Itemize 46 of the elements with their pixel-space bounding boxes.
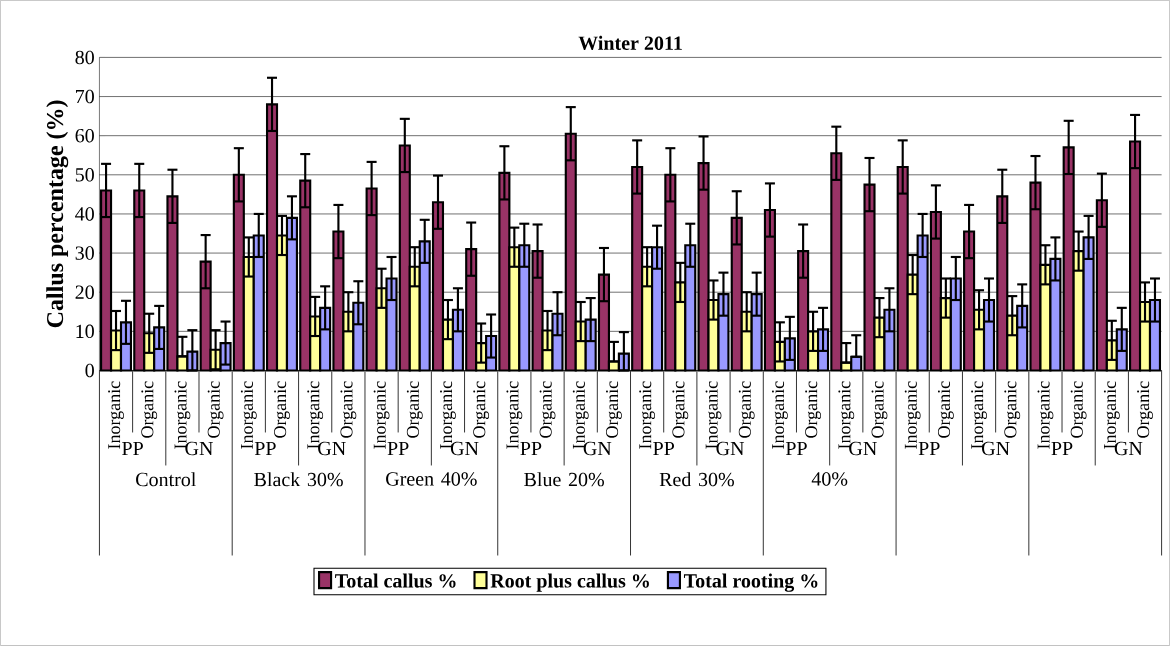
x-tick-label: Organic xyxy=(738,381,755,438)
x-tick-label: Organic xyxy=(871,381,888,438)
y-tick-label: 0 xyxy=(85,363,94,378)
text: Red 30% xyxy=(659,472,734,487)
text: Control xyxy=(136,472,196,487)
x-tick-label: Inorganic xyxy=(639,381,656,449)
x-tick-label: Organic xyxy=(805,381,821,438)
text: PP xyxy=(122,441,143,456)
text: Blue 20% xyxy=(524,472,604,487)
y-tick-label: 60 xyxy=(75,128,94,143)
text: PP xyxy=(254,441,276,456)
legend-label: Root plus callus % xyxy=(490,573,649,592)
x-tick-label: Organic xyxy=(340,381,357,438)
y-axis-title: Callus percentage (%) xyxy=(46,100,69,328)
y-tick-label: 70 xyxy=(76,89,94,104)
x-tick-label: Organic xyxy=(672,381,689,438)
y-tick-label: 30 xyxy=(75,246,94,260)
x-tick-label: Inorganic xyxy=(904,381,921,449)
x-tick-label: Organic xyxy=(274,381,290,438)
text: PP xyxy=(918,441,940,456)
y-tick-label: 20 xyxy=(75,285,94,299)
x-tick-label: Organic xyxy=(141,381,158,438)
y-tick-label: 10 xyxy=(76,324,94,339)
x-tick-label: Inorganic xyxy=(240,381,257,449)
x-tick-label: Organic xyxy=(406,381,423,438)
x-tick-label: Organic xyxy=(207,381,224,438)
legend-label: Total callus % xyxy=(335,573,456,588)
y-tick-label: 50 xyxy=(75,168,94,182)
y-tick-label: 40 xyxy=(75,207,94,221)
text: PP xyxy=(653,441,675,456)
x-tick-label: Organic xyxy=(539,381,556,438)
legend-label: Total rooting % xyxy=(683,573,818,592)
text: 40% xyxy=(811,472,848,486)
x-tick-label: Organic xyxy=(1070,381,1087,438)
x-tick-label: Organic xyxy=(937,381,954,438)
x-tick-label: Organic xyxy=(473,381,490,438)
chart-title: Winter 2011 xyxy=(578,35,682,51)
text: PP xyxy=(785,441,807,456)
x-tick-label: Inorganic xyxy=(771,381,788,449)
text: Green 40% xyxy=(386,472,477,486)
y-tick-label: 80 xyxy=(75,50,94,65)
text: Black 30% xyxy=(254,472,343,487)
x-tick-label: Inorganic xyxy=(108,381,124,449)
x-tick-label: Organic xyxy=(1137,381,1153,438)
x-tick-label: Organic xyxy=(606,381,622,438)
x-tick-label: Organic xyxy=(1004,381,1021,438)
